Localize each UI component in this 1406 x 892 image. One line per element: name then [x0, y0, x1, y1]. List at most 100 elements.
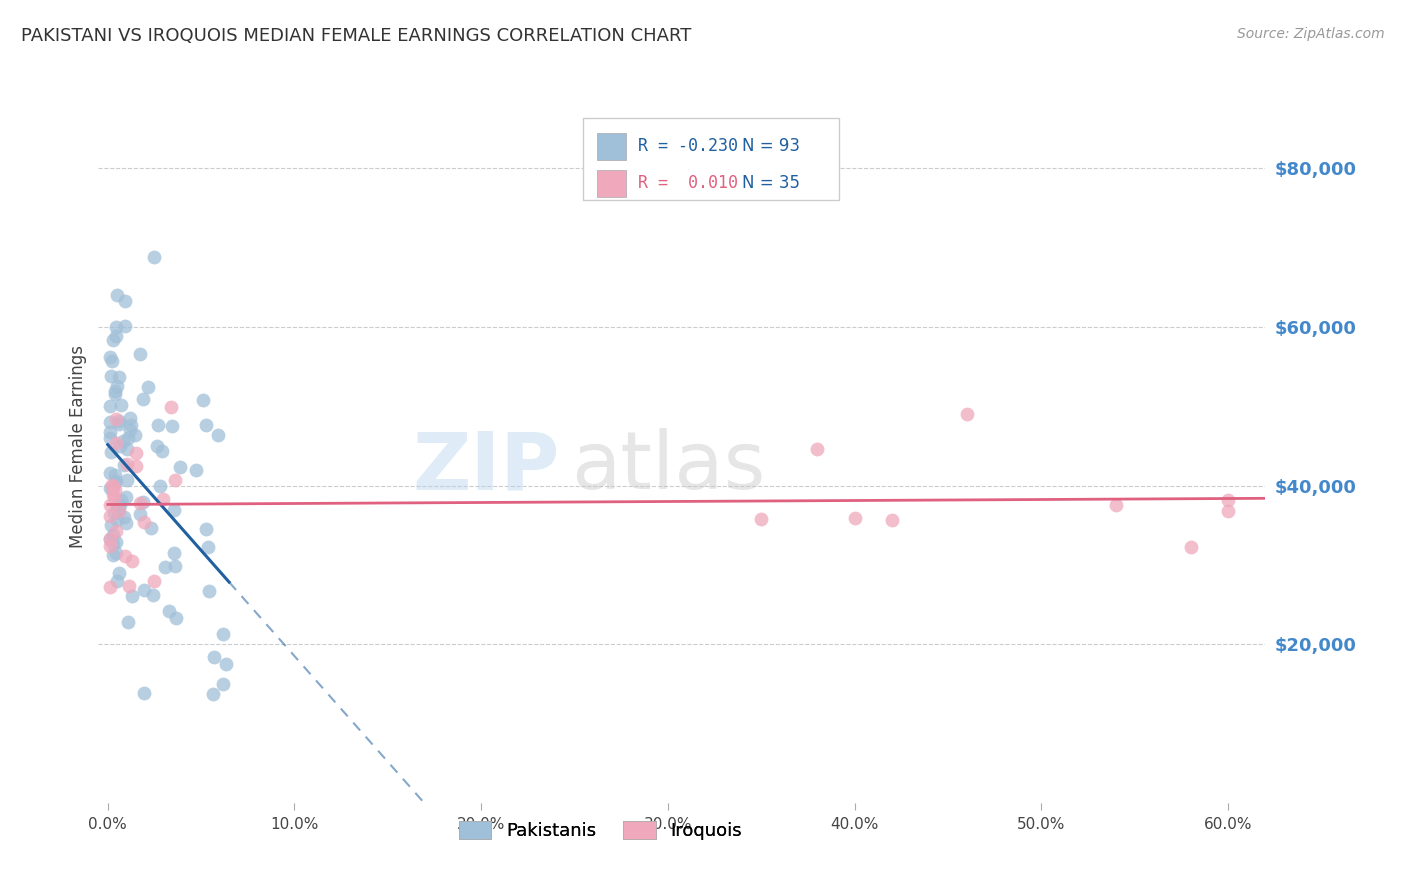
Point	[749, 512, 772, 526]
Point	[98, 350, 121, 364]
Point	[112, 509, 135, 524]
Point	[105, 475, 128, 489]
Point	[101, 548, 124, 562]
Text: N = 35: N = 35	[742, 175, 800, 193]
Point	[121, 554, 143, 568]
Point	[115, 474, 138, 488]
Point	[132, 686, 155, 700]
Point	[163, 559, 186, 574]
Point	[98, 481, 121, 495]
Point	[844, 511, 866, 525]
Point	[104, 320, 127, 334]
Point	[114, 549, 136, 563]
Point	[98, 581, 121, 595]
Point	[163, 546, 186, 560]
Point	[108, 414, 131, 428]
Point	[117, 431, 139, 445]
FancyBboxPatch shape	[582, 118, 839, 200]
Point	[1105, 498, 1128, 512]
Point	[103, 528, 125, 542]
Point	[956, 407, 979, 421]
Point	[202, 649, 225, 664]
Point	[143, 574, 166, 588]
Point	[101, 487, 124, 501]
Point	[212, 677, 235, 691]
Point	[125, 458, 148, 473]
Point	[191, 392, 214, 407]
Point	[880, 513, 903, 527]
Point	[105, 288, 128, 302]
Point	[806, 442, 828, 457]
Point	[149, 479, 172, 493]
Point	[129, 346, 152, 360]
Point	[114, 490, 136, 504]
Point	[115, 516, 138, 530]
Point	[117, 615, 139, 629]
Point	[121, 589, 143, 603]
Point	[146, 418, 169, 433]
Point	[114, 319, 136, 334]
Point	[104, 412, 127, 426]
Point	[120, 417, 142, 432]
Point	[108, 503, 131, 517]
Point	[98, 399, 121, 413]
Point	[104, 535, 127, 549]
Point	[112, 458, 135, 472]
Point	[114, 294, 136, 309]
Point	[98, 498, 121, 512]
Point	[197, 541, 219, 555]
Point	[128, 507, 150, 521]
Point	[107, 574, 129, 589]
Point	[165, 611, 187, 625]
Point	[120, 411, 142, 425]
Text: R =  0.010: R = 0.010	[637, 175, 738, 193]
Point	[129, 496, 152, 510]
Point	[103, 537, 125, 551]
Point	[104, 483, 127, 498]
Text: PAKISTANI VS IROQUOIS MEDIAN FEMALE EARNINGS CORRELATION CHART: PAKISTANI VS IROQUOIS MEDIAN FEMALE EARN…	[21, 27, 692, 45]
Point	[1216, 504, 1239, 518]
Point	[98, 532, 121, 546]
Point	[132, 583, 155, 598]
Point	[107, 501, 129, 516]
Point	[150, 444, 173, 458]
Point	[98, 466, 121, 480]
Point	[105, 329, 128, 343]
Point	[105, 379, 128, 393]
Point	[100, 481, 122, 495]
Point	[162, 419, 184, 434]
Point	[118, 579, 141, 593]
Point	[103, 506, 125, 520]
Point	[101, 354, 124, 368]
Point	[124, 428, 146, 442]
Point	[98, 416, 121, 430]
Point	[118, 423, 141, 437]
Point	[111, 434, 134, 448]
Point	[207, 427, 229, 442]
Point	[152, 491, 174, 506]
Point	[98, 431, 121, 445]
Point	[132, 516, 155, 530]
Point	[197, 583, 219, 598]
Point	[212, 627, 235, 641]
Point	[146, 439, 169, 453]
Point	[107, 503, 129, 517]
Point	[108, 417, 131, 431]
Point	[108, 498, 131, 512]
Text: Source: ZipAtlas.com: Source: ZipAtlas.com	[1237, 27, 1385, 41]
Point	[1216, 493, 1239, 508]
FancyBboxPatch shape	[596, 169, 626, 197]
Point	[98, 425, 121, 439]
Point	[157, 604, 180, 618]
Point	[101, 333, 124, 347]
Point	[105, 513, 128, 527]
Point	[143, 250, 166, 264]
Point	[115, 442, 138, 457]
Point	[103, 479, 125, 493]
Point	[104, 475, 127, 490]
Point	[132, 495, 155, 509]
Point	[98, 539, 121, 553]
Point	[100, 444, 122, 458]
Legend: Pakistanis, Iroquois: Pakistanis, Iroquois	[451, 814, 749, 847]
Point	[115, 457, 138, 471]
